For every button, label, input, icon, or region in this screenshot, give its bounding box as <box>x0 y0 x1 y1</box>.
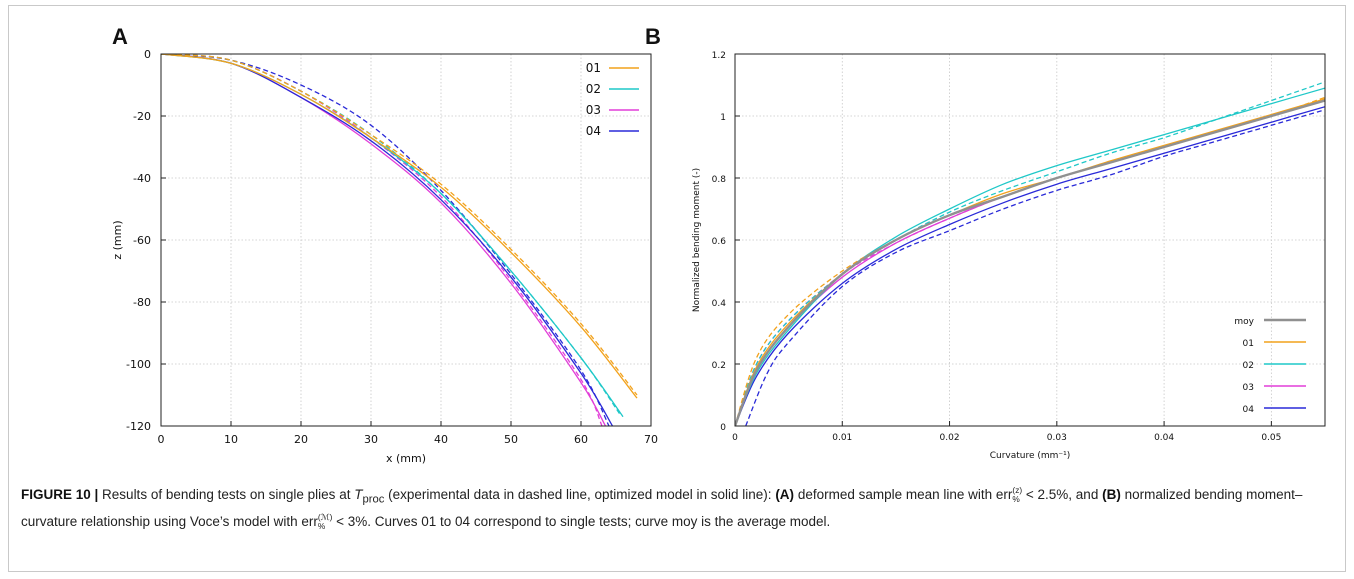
series-line-01-dashed <box>735 96 1325 426</box>
y-tick-label: -40 <box>133 172 151 185</box>
plot-frame <box>734 53 1326 427</box>
series-line-02-solid <box>735 87 1325 426</box>
legend-label-02: 02 <box>586 82 601 96</box>
caption-t-subscript: proc <box>362 493 385 506</box>
figure: A B 0 10 20 30 40 50 60 70 0 -20 -40 -60 -80 -100 -120… <box>8 5 1346 572</box>
y-tick-label: 0 <box>720 423 726 433</box>
y-tick-label: 0.2 <box>712 361 726 371</box>
y-tick-label: -100 <box>126 358 151 371</box>
x-tick-label: 40 <box>434 433 448 446</box>
caption-err-b: err <box>301 513 318 529</box>
series-line-02-solid <box>161 54 624 418</box>
caption-t-symbol: T <box>354 487 363 502</box>
y-tick-label: -20 <box>133 110 151 123</box>
x-tick-label: 0.05 <box>1261 433 1281 443</box>
series-line-01-solid <box>161 54 638 399</box>
y-tick-label: 0.4 <box>712 299 727 309</box>
y-axis-label: Normalized bending moment (-) <box>692 168 702 312</box>
caption-part-b: (B) <box>1102 487 1121 502</box>
x-axis-label: Curvature (mm⁻¹) <box>990 451 1071 461</box>
series-line-04-dashed <box>745 109 1325 426</box>
series-group <box>735 81 1325 426</box>
caption-text-4: < 2.5%, and <box>1022 487 1103 502</box>
x-tick-label: 0 <box>732 433 738 443</box>
legend-label-03: 03 <box>586 103 601 117</box>
figure-caption: FIGURE 10 | Results of bending tests on … <box>21 484 1339 533</box>
chart-b: 0 0.01 0.02 0.03 0.04 0.05 0 0.2 0.4 0.6 0.8 1 1.2 Cu… <box>692 51 1326 461</box>
caption-text-5: normalized bending moment–curvature rela… <box>21 487 1303 529</box>
series-line-02-dashed <box>735 81 1325 426</box>
caption-label: FIGURE 10 | <box>21 487 99 502</box>
figure-panels: A B 0 10 20 30 40 50 60 700-20-40-60-80-100-120… <box>111 24 1326 465</box>
panel-a-letter: A <box>112 24 128 49</box>
series-line-01-solid <box>735 98 1325 426</box>
x-tick-label: 0.03 <box>1047 433 1067 443</box>
caption-err-a-sub: % <box>1012 494 1020 504</box>
caption-text-3: deformed sample mean line with <box>794 487 996 502</box>
legend-label-03: 03 <box>1243 383 1254 393</box>
series-line-03-dashed <box>161 54 603 426</box>
caption-err-a-index: (z)% <box>1012 486 1022 504</box>
x-tick-label: 70 <box>644 433 658 446</box>
x-tick-label: 30 <box>364 433 378 446</box>
caption-text-1: Results of bending tests on single plies… <box>98 487 355 502</box>
legend-label-01: 01 <box>1243 339 1254 349</box>
caption-text-2: (experimental data in dashed line, optim… <box>384 487 776 502</box>
y-tick-label: -60 <box>133 234 151 247</box>
legend-label-02: 02 <box>1243 361 1254 371</box>
y-tick-label: 0 <box>144 48 151 61</box>
y-tick-label: -120 <box>126 420 151 433</box>
x-tick-label: 0 <box>158 433 165 446</box>
legend-label-04: 04 <box>1243 405 1255 415</box>
caption-err-a: err <box>995 487 1013 502</box>
x-tick-label: 20 <box>294 433 308 446</box>
series-group <box>161 54 638 426</box>
panel-b-letter: B <box>645 24 661 49</box>
x-tick-label: 0.02 <box>940 433 960 443</box>
series-line-moy-solid <box>735 99 1325 426</box>
y-tick-label: 0.6 <box>712 237 727 247</box>
caption-err-a-sup: (z) <box>1012 485 1023 495</box>
x-tick-label: 0.01 <box>832 433 852 443</box>
y-tick-label: 1.2 <box>712 51 726 61</box>
x-tick-label: 50 <box>504 433 518 446</box>
x-axis-label: x (mm) <box>386 452 426 465</box>
legend-label-01: 01 <box>586 61 601 75</box>
x-tick-label: 60 <box>574 433 588 446</box>
caption-err-b-sup: (ℳ) <box>317 511 333 522</box>
series-line-03-dashed <box>735 99 1325 426</box>
y-tick-label: 1 <box>720 113 726 123</box>
series-line-03-solid <box>735 99 1325 426</box>
x-tick-label: 10 <box>224 433 238 446</box>
caption-err-b-sub: % <box>317 520 326 531</box>
y-tick-label: 0.8 <box>712 175 727 185</box>
y-axis-label: z (mm) <box>111 220 124 259</box>
series-line-04-solid <box>735 106 1325 426</box>
y-tick-label: -80 <box>133 296 151 309</box>
legend-label-04: 04 <box>586 124 601 138</box>
series-line-02-dashed <box>161 54 621 414</box>
caption-part-a: (A) <box>775 487 795 502</box>
legend-label-moy: moy <box>1234 317 1254 327</box>
plot-frame <box>160 53 652 427</box>
series-line-04-dashed <box>161 54 610 426</box>
caption-text-6: < 3%. Curves 01 to 04 correspond to sing… <box>332 513 831 529</box>
series-line-01-dashed <box>161 54 638 396</box>
x-tick-label: 0.04 <box>1154 433 1174 443</box>
caption-err-b-index: (ℳ)% <box>317 511 333 531</box>
